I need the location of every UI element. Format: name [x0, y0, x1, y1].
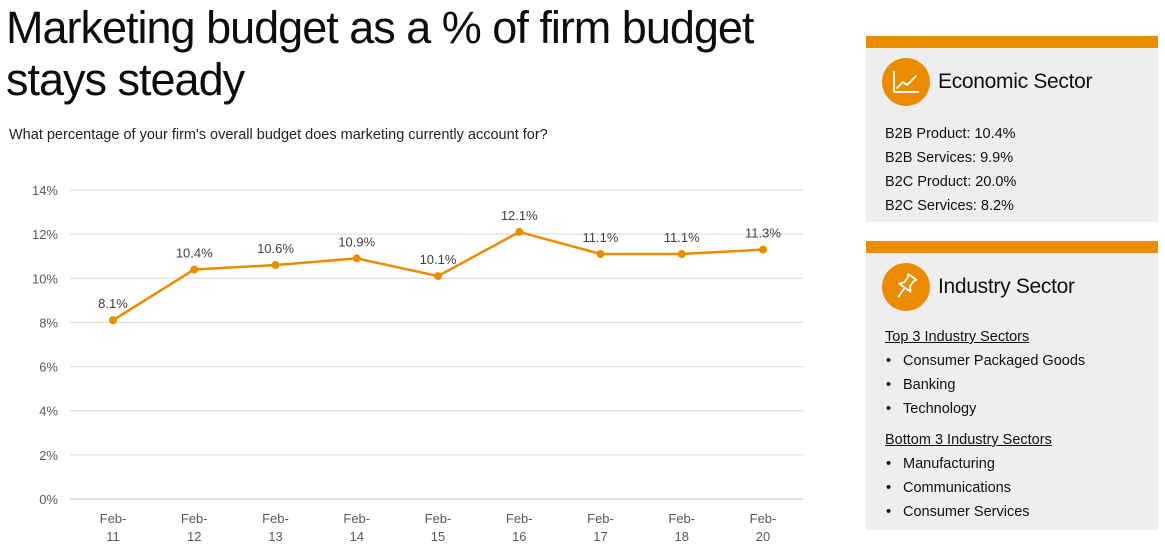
data-label: 10.6%: [257, 241, 294, 256]
data-point: [190, 265, 199, 274]
x-tick-label: Feb-: [343, 511, 370, 526]
list-item: Communications: [885, 476, 1158, 500]
economic-item: B2C Product: 20.0%: [885, 174, 1017, 190]
economic-sector-list: B2B Product: 10.4% B2B Services: 9.9% B2…: [885, 122, 1158, 218]
data-point: [677, 250, 686, 259]
x-tick-label: 13: [268, 529, 282, 544]
data-label: 11.1%: [583, 230, 619, 245]
data-label: 12.1%: [501, 208, 538, 223]
x-tick-label: 18: [675, 529, 689, 544]
y-tick-label: 2%: [39, 448, 58, 463]
top-sectors-list: Consumer Packaged Goods Banking Technolo…: [885, 349, 1158, 421]
y-tick-label: 8%: [39, 315, 58, 330]
x-tick-label: 14: [350, 529, 364, 544]
data-label: 11.3%: [745, 226, 781, 241]
data-point: [352, 254, 361, 263]
data-point: [434, 272, 442, 281]
x-tick-label: Feb-: [506, 511, 533, 526]
y-tick-label: 6%: [39, 360, 58, 375]
top-sectors-title: Top 3 Industry Sectors: [885, 329, 1030, 345]
list-item: Banking: [885, 373, 1158, 397]
industry-sector-header: Industry Sector: [866, 253, 1158, 311]
y-tick-label: 4%: [39, 404, 58, 419]
list-item: Consumer Services: [885, 500, 1158, 524]
bottom-sectors-title: Bottom 3 Industry Sectors: [885, 432, 1052, 448]
data-point: [109, 316, 117, 325]
x-tick-label: 20: [756, 529, 770, 544]
x-tick-label: Feb-: [181, 511, 208, 526]
line-chart: 0% 2% 4% 6% 8% 10% 12% 14% 8.1% Feb- 11 10.4% Feb- 12…: [32, 183, 803, 544]
data-label: 11.1%: [664, 230, 700, 245]
survey-question: What percentage of your firm's overall b…: [9, 127, 548, 143]
economic-sector-title: Economic Sector: [938, 70, 1093, 93]
data-label: 10.9%: [338, 234, 375, 249]
economic-item: B2B Services: 9.9%: [885, 150, 1014, 166]
list-item: Technology: [885, 397, 1158, 421]
pushpin-icon: [882, 263, 930, 311]
list-item: Consumer Packaged Goods: [885, 349, 1158, 373]
industry-sector-card: Industry Sector Top 3 Industry Sectors C…: [866, 241, 1158, 530]
x-tick-label: Feb-: [100, 511, 127, 526]
data-point: [596, 250, 605, 259]
x-tick-label: Feb-: [425, 511, 452, 526]
x-tick-label: 15: [431, 529, 445, 544]
x-tick-label: Feb-: [668, 511, 695, 526]
x-tick-label: Feb-: [262, 511, 289, 526]
data-point: [759, 245, 767, 254]
industry-sector-title: Industry Sector: [938, 275, 1075, 298]
economic-sector-header: Economic Sector: [866, 48, 1158, 106]
list-item: Manufacturing: [885, 452, 1158, 476]
x-tick-label: 17: [593, 529, 607, 544]
data-label: 10.1%: [420, 252, 457, 267]
y-tick-label: 0%: [39, 492, 58, 507]
x-tick-label: 11: [106, 529, 120, 544]
page-title: Marketing budget as a % of firm budget s…: [6, 2, 754, 105]
data-point: [271, 261, 280, 270]
x-tick-label: Feb-: [587, 511, 614, 526]
economic-item: B2C Services: 8.2%: [885, 198, 1014, 214]
y-tick-label: 14%: [32, 183, 58, 198]
data-point: [515, 227, 524, 236]
bottom-sectors-list: Manufacturing Communications Consumer Se…: [885, 452, 1158, 524]
y-tick-label: 10%: [32, 271, 58, 286]
data-label: 10.4%: [176, 245, 213, 260]
industry-sector-body: Top 3 Industry Sectors Consumer Packaged…: [885, 325, 1158, 524]
x-tick-label: 12: [187, 529, 201, 544]
data-label: 8.1%: [98, 296, 128, 311]
line-chart-icon: [882, 58, 930, 106]
x-tick-label: Feb-: [750, 511, 777, 526]
economic-sector-card: Economic Sector B2B Product: 10.4% B2B S…: [866, 36, 1158, 222]
economic-item: B2B Product: 10.4%: [885, 126, 1016, 142]
y-tick-label: 12%: [32, 227, 58, 242]
x-tick-label: 16: [512, 529, 526, 544]
